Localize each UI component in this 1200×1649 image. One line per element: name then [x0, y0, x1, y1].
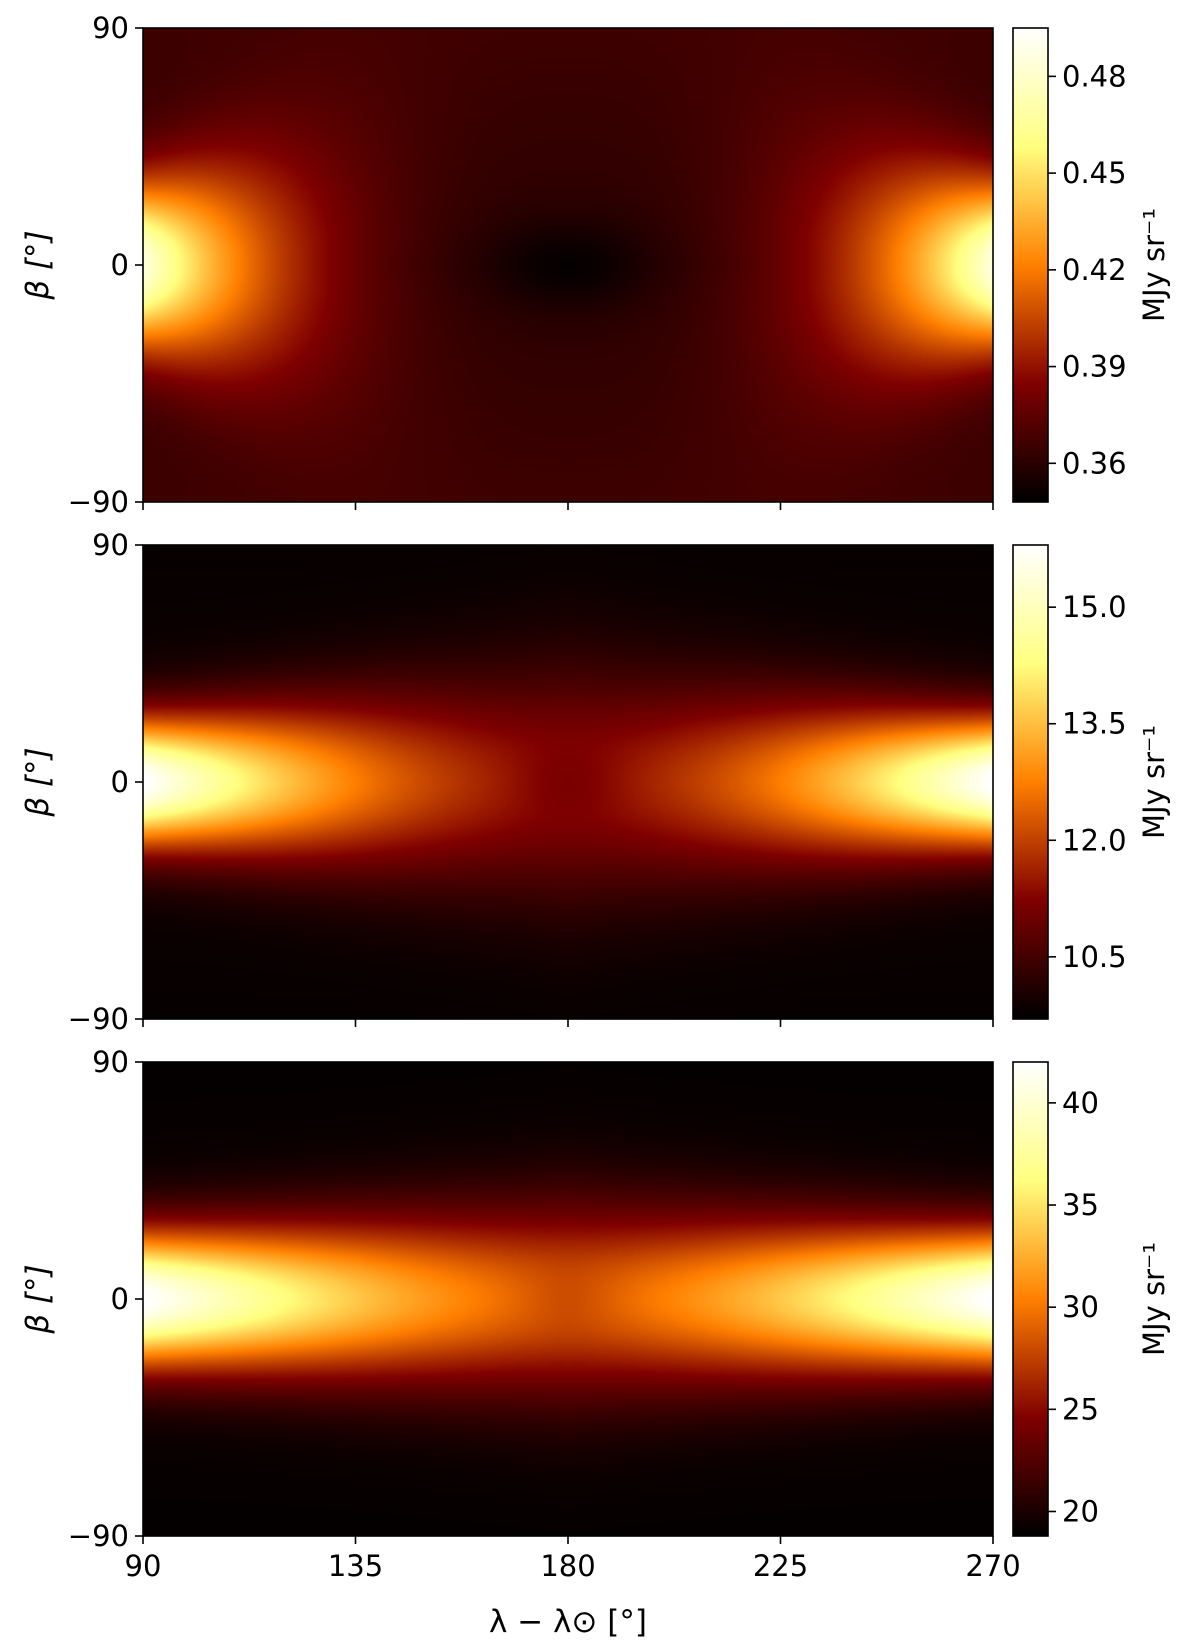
- x-ticks: [142, 502, 994, 510]
- x-tick-label: 180: [540, 1549, 595, 1583]
- colorbar-tick-label: 0.48: [1062, 59, 1127, 93]
- colorbar-label: MJy sr⁻¹: [1137, 725, 1171, 839]
- y-tick-label: −90: [68, 485, 129, 519]
- y-tick-label: 0: [111, 765, 129, 799]
- colorbar-tick-label: 40: [1062, 1086, 1099, 1120]
- y-tick-label: 90: [92, 528, 129, 562]
- x-tick-label: 225: [753, 1549, 808, 1583]
- y-tick-label: 0: [111, 1282, 129, 1316]
- colorbar-tick-label: 0.45: [1062, 156, 1127, 190]
- colorbar: [1012, 544, 1049, 1020]
- y-axis-label: β [°]: [20, 747, 56, 817]
- colorbar-ticks: 10.5 12.0 13.5 15.0: [1048, 590, 1127, 974]
- y-ticks: −90 0 90: [68, 11, 143, 519]
- y-ticks: −90 0 90: [68, 1045, 143, 1553]
- colorbar-ticks: 20 25 30 35 40: [1048, 1086, 1099, 1528]
- panel-3: 90 135 180 225 270 −90 0 90 β [°] 20 25 30 35 40 M…: [20, 1045, 1171, 1583]
- y-tick-label: −90: [68, 1519, 129, 1553]
- panel-1: −90 0 90 β [°] 0.36 0.39 0.42 0.45 0.48 MJy sr…: [20, 11, 1171, 519]
- y-ticks: −90 0 90: [68, 528, 143, 1036]
- colorbar-label: MJy sr⁻¹: [1137, 1242, 1171, 1356]
- x-tick-label: 270: [965, 1549, 1020, 1583]
- panel-2: −90 0 90 β [°] 10.5 12.0 13.5 15.0 MJy sr⁻¹: [20, 528, 1171, 1036]
- colorbar-tick-label: 13.5: [1062, 707, 1127, 741]
- x-tick-label: 90: [125, 1549, 162, 1583]
- colorbar-tick-label: 30: [1062, 1290, 1099, 1324]
- y-tick-label: 0: [111, 248, 129, 282]
- y-tick-label: 90: [92, 11, 129, 45]
- x-ticks: [142, 1019, 994, 1027]
- x-tick-label: 135: [328, 1549, 383, 1583]
- colorbar-tick-label: 20: [1062, 1494, 1099, 1528]
- colorbar-tick-label: 0.36: [1062, 446, 1127, 480]
- x-ticks: 90 135 180 225 270: [125, 1536, 1021, 1583]
- y-tick-label: −90: [68, 1002, 129, 1036]
- colorbar-label: MJy sr⁻¹: [1137, 208, 1171, 322]
- heatmap-image: [143, 28, 993, 502]
- heatmap-image: [143, 545, 993, 1019]
- colorbar-tick-label: 0.39: [1062, 350, 1127, 384]
- y-axis-label: β [°]: [20, 230, 56, 300]
- colorbar-ticks: 0.36 0.39 0.42 0.45 0.48: [1048, 59, 1127, 480]
- colorbar: [1012, 27, 1049, 503]
- heatmap-image: [143, 1062, 993, 1536]
- colorbar-tick-label: 12.0: [1062, 823, 1127, 857]
- colorbar-tick-label: 0.42: [1062, 253, 1127, 287]
- y-tick-label: 90: [92, 1045, 129, 1079]
- x-axis-label: λ − λ⊙ [°]: [489, 1604, 647, 1640]
- y-axis-label: β [°]: [20, 1264, 56, 1334]
- colorbar-tick-label: 10.5: [1062, 940, 1127, 974]
- colorbar-tick-label: 35: [1062, 1188, 1099, 1222]
- colorbar-tick-label: 15.0: [1062, 590, 1127, 624]
- colorbar: [1012, 1061, 1049, 1537]
- colorbar-tick-label: 25: [1062, 1392, 1099, 1426]
